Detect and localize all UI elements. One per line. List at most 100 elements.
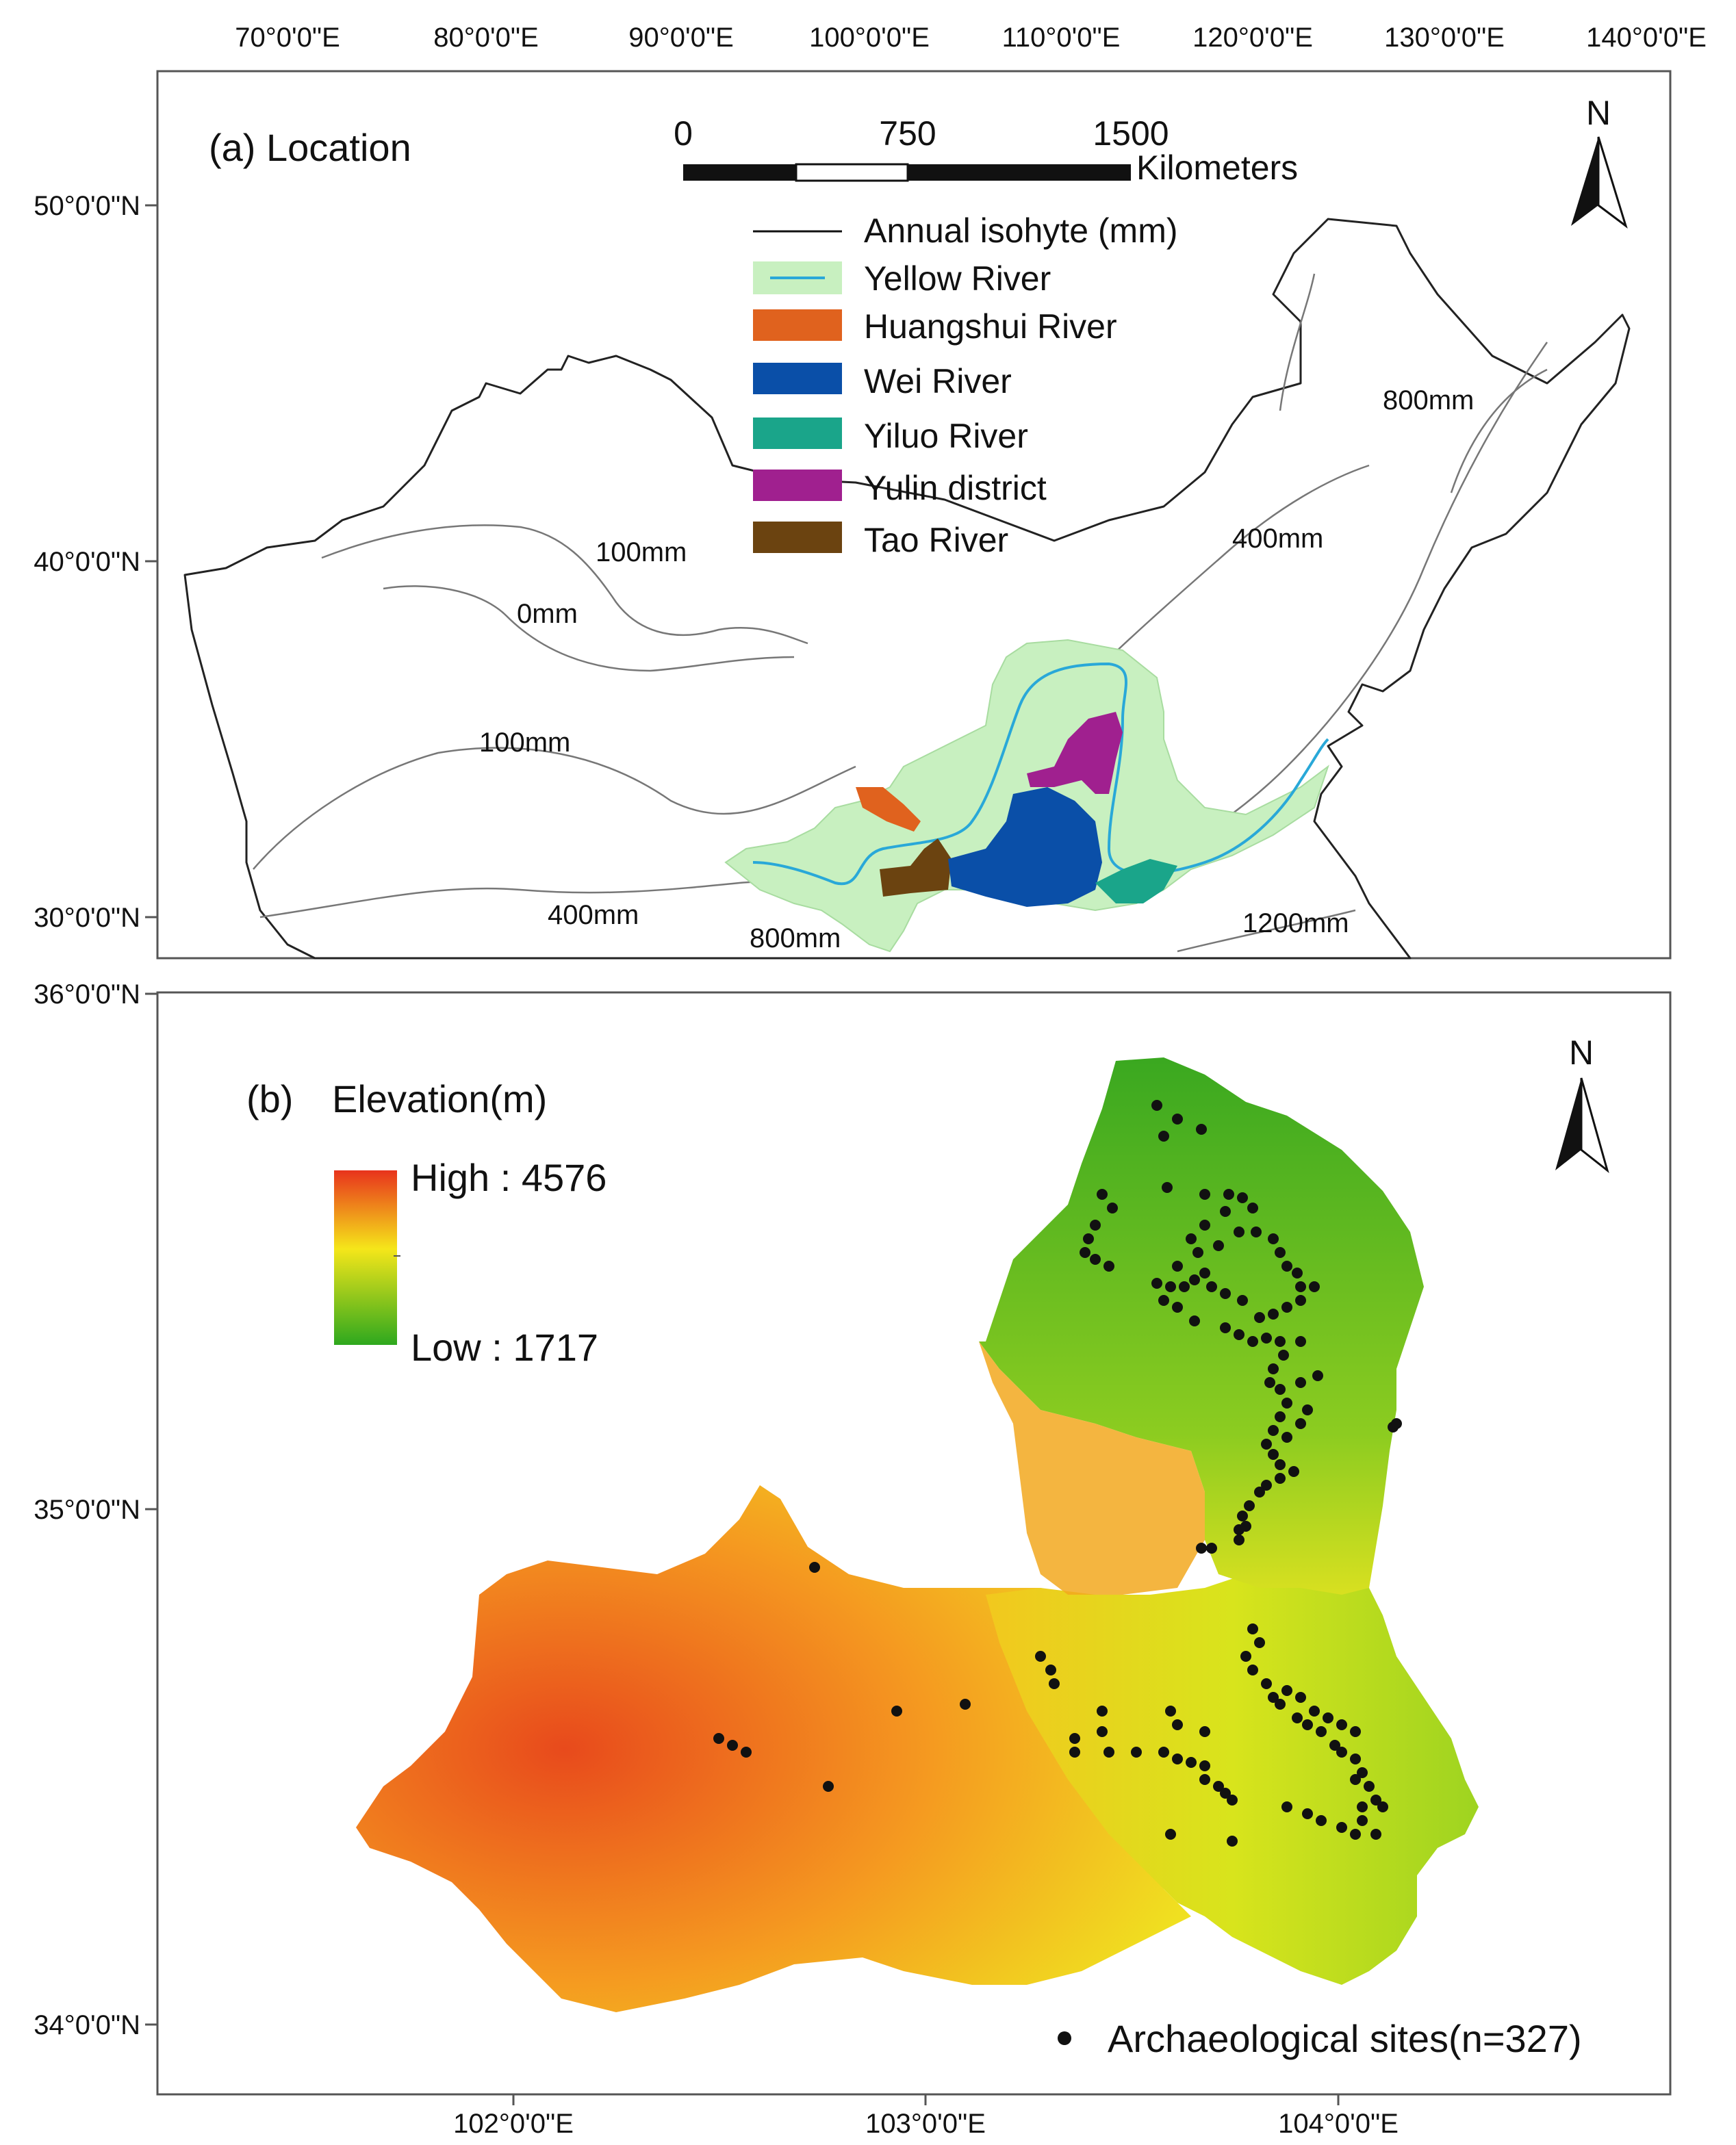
site-marker [1097,1189,1108,1200]
site-marker [1275,1411,1286,1422]
site-marker [1220,1206,1231,1217]
site-marker [1172,1114,1183,1125]
site-marker [713,1733,724,1744]
tao-river-swatch [753,522,842,553]
site-marker [1281,1261,1292,1272]
scale-label-0: 0 [674,114,693,153]
site-marker [1083,1233,1094,1244]
site-marker [1199,1220,1210,1231]
site-marker [1261,1480,1272,1491]
panel-a-lat-ticks [145,204,157,919]
site-marker [1165,1706,1176,1717]
site-marker [1312,1370,1323,1381]
site-marker [1237,1192,1248,1203]
dem-west-region [356,1485,1191,2012]
site-marker [960,1699,971,1710]
site-marker [1131,1747,1142,1758]
lat-tick-label: 34°0'0"N [34,2010,140,2040]
site-marker [1199,1189,1210,1200]
lat-tick-label: 40°0'0"N [34,547,140,577]
site-marker [1316,1815,1327,1826]
site-marker [1295,1377,1306,1388]
site-marker [1323,1712,1333,1723]
site-marker [1391,1418,1402,1429]
site-marker [1227,1795,1238,1806]
site-marker [1261,1439,1272,1450]
panel-b-elevation-map: 36°0'0"N 35°0'0"N 34°0'0"N 102°0'0"E 103… [34,979,1672,2139]
lon-tick-label: 104°0'0"E [1278,2109,1399,2139]
site-marker [1220,1322,1231,1333]
lat-tick-label: 36°0'0"N [34,979,140,1010]
site-marker [1268,1692,1279,1703]
dem-north-region [979,1057,1424,1595]
site-marker [1237,1511,1248,1521]
legend-label: Tao River [864,521,1008,559]
lon-tick-label: 80°0'0"E [433,23,539,53]
yiluo-river-swatch [753,418,842,449]
site-marker [1196,1124,1207,1135]
site-marker [1254,1637,1265,1648]
isohyet-label: 1200mm [1242,908,1349,938]
site-marker [1302,1719,1313,1730]
site-marker [1268,1425,1279,1436]
lon-tick-label: 102°0'0"E [453,2109,574,2139]
site-marker [1035,1651,1046,1662]
site-marker [1295,1281,1306,1292]
site-marker [1107,1203,1118,1213]
panel-a-title: (a) Location [209,126,411,169]
site-marker [1103,1261,1114,1272]
site-marker [1227,1836,1238,1847]
site-marker [1336,1719,1347,1730]
site-marker [1336,1822,1347,1833]
legend-label: Yulin district [864,469,1047,507]
site-marker [1247,1665,1258,1675]
lat-tick-label: 30°0'0"N [34,903,140,933]
yellow-river-basin [724,639,1329,953]
site-marker [1247,1336,1258,1347]
site-marker [1288,1466,1299,1477]
scale-label-750: 750 [879,114,936,153]
site-marker [1309,1281,1320,1292]
site-marker [1080,1247,1090,1258]
archaeological-sites [713,1100,1402,1847]
lon-tick-label: 70°0'0"E [235,23,340,53]
site-marker [1213,1781,1224,1792]
lon-tick-label: 130°0'0"E [1384,23,1505,53]
site-marker [1234,1329,1244,1340]
site-marker [1199,1268,1210,1279]
site-marker [1268,1363,1279,1374]
site-marker [823,1781,834,1792]
site-marker [1172,1754,1183,1764]
site-marker [1350,1829,1361,1840]
site-marker [1292,1712,1303,1723]
legend-label: Huangshui River [864,307,1117,346]
lat-tick-label: 50°0'0"N [34,191,140,221]
legend-label: Annual isohyte (mm) [864,211,1178,250]
site-marker [1223,1189,1234,1200]
elevation-low-label: Low : 1717 [411,1326,598,1369]
sites-legend-label: Archaeological sites(n=327) [1108,2017,1582,2060]
north-arrow-icon: N [1555,1033,1609,1174]
panel-b-title-prefix: (b) [246,1077,293,1120]
isohyet-label: 100mm [479,728,570,758]
site-marker [1350,1774,1361,1785]
site-marker [1199,1726,1210,1737]
site-marker [1275,1459,1286,1470]
site-marker [1309,1706,1320,1717]
panel-b-lat-ticks [145,992,157,2026]
huangshui-river-area [856,787,921,832]
site-marker [1275,1336,1286,1347]
site-marker [1213,1240,1224,1251]
site-marker [1158,1747,1169,1758]
site-marker [1364,1781,1375,1792]
panel-b-lon-ticks [512,2094,1340,2105]
lon-tick-label: 103°0'0"E [865,2109,986,2139]
site-marker [1281,1432,1292,1443]
site-marker [1240,1651,1251,1662]
site-marker [1049,1678,1060,1689]
site-marker [1357,1815,1368,1826]
site-marker [1158,1131,1169,1142]
dem-mid-slope [979,1341,1205,1595]
north-label: N [1569,1033,1594,1072]
site-marker [741,1747,752,1758]
